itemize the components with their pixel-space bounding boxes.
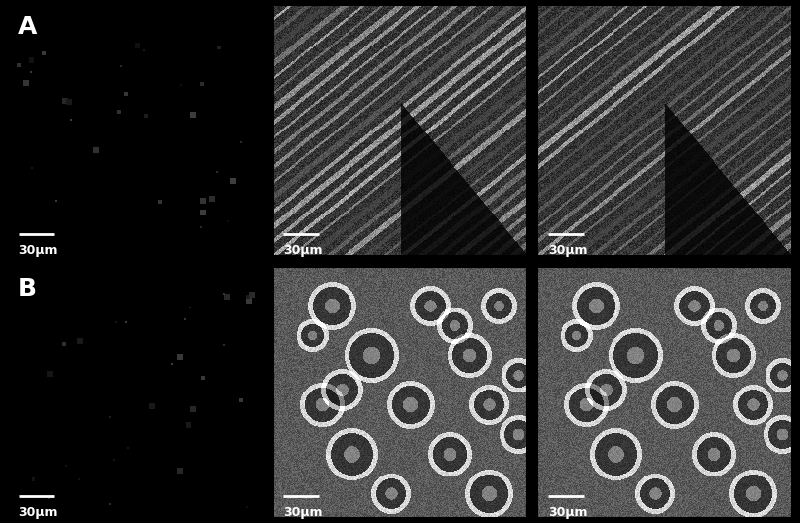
- Text: 30μm: 30μm: [18, 244, 58, 257]
- Text: 30μm: 30μm: [283, 244, 323, 257]
- Text: A: A: [18, 15, 38, 39]
- Text: 30μm: 30μm: [18, 506, 58, 519]
- Text: B: B: [18, 277, 37, 301]
- Text: 30μm: 30μm: [283, 506, 323, 519]
- Text: 30μm: 30μm: [548, 506, 588, 519]
- Text: 30μm: 30μm: [548, 244, 588, 257]
